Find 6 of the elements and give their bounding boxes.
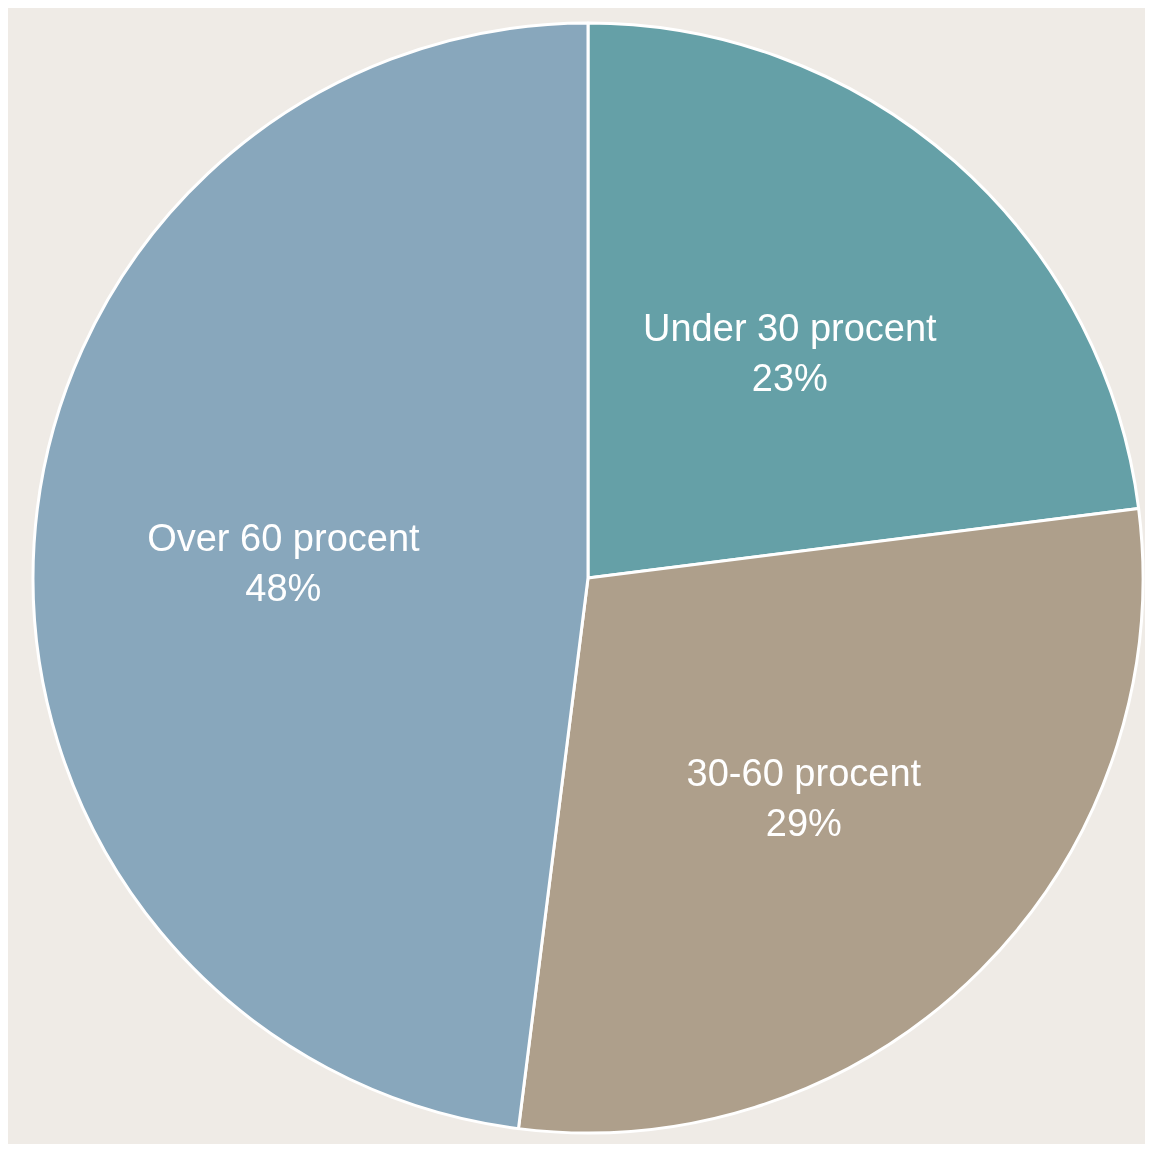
slice-label: Under 30 procent [643, 307, 938, 350]
slice-label: Over 60 procent [147, 516, 421, 559]
data-label: 48% [245, 566, 322, 609]
slice-label: 30-60 procent [686, 751, 922, 794]
data-label: 23% [751, 357, 828, 400]
data-label: 29% [765, 801, 842, 844]
